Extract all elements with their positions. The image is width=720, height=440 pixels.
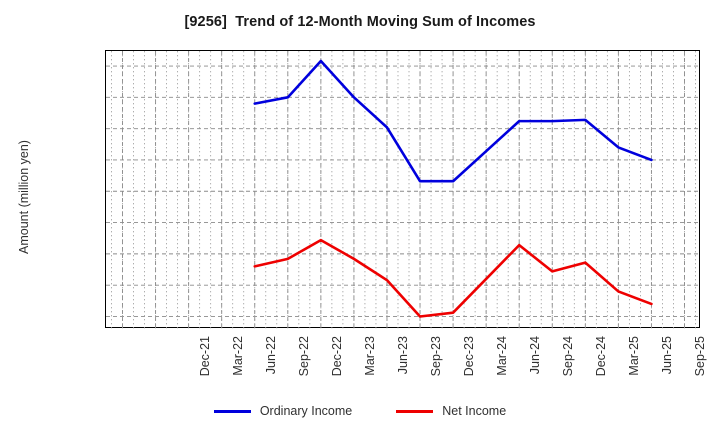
legend-label: Net Income (442, 404, 507, 418)
legend-item-1[interactable]: Ordinary Income (213, 404, 353, 418)
legend-swatch-icon (213, 409, 251, 413)
series-line-1 (253, 59, 653, 183)
x-tick-label: Mar-24 (495, 336, 510, 376)
x-tick-label: Jun-23 (395, 336, 410, 375)
plot-area (105, 50, 701, 329)
legend-swatch-icon (396, 409, 434, 413)
x-tick-label: Dec-24 (594, 336, 609, 377)
y-axis-title: Amount (million yen) (17, 140, 31, 254)
x-tick-label: Mar-25 (627, 336, 642, 376)
x-tick-label: Sep-22 (296, 336, 311, 377)
x-tick-label: Sep-25 (693, 336, 708, 377)
x-tick-label: Jun-24 (528, 336, 543, 375)
series-line-2 (253, 238, 653, 318)
legend-label: Ordinary Income (259, 404, 353, 418)
grid-lines (106, 51, 701, 329)
x-tick-label: Mar-23 (362, 336, 377, 376)
x-tick-label: Jun-22 (263, 336, 278, 375)
chart-legend: Ordinary Income Net Income (0, 404, 720, 418)
x-tick-label: Jun-25 (660, 336, 675, 375)
x-tick-label: Dec-22 (329, 336, 344, 377)
legend-item-2[interactable]: Net Income (396, 404, 506, 418)
x-tick-label: Sep-24 (561, 336, 576, 377)
chart-title: [9256] Trend of 12-Month Moving Sum of I… (184, 14, 536, 30)
x-tick-label: Mar-22 (230, 336, 245, 376)
x-tick-label: Dec-23 (461, 336, 476, 377)
data-series-layer (253, 59, 653, 318)
x-tick-label: Dec-21 (197, 336, 212, 377)
x-tick-label: Sep-23 (428, 336, 443, 377)
